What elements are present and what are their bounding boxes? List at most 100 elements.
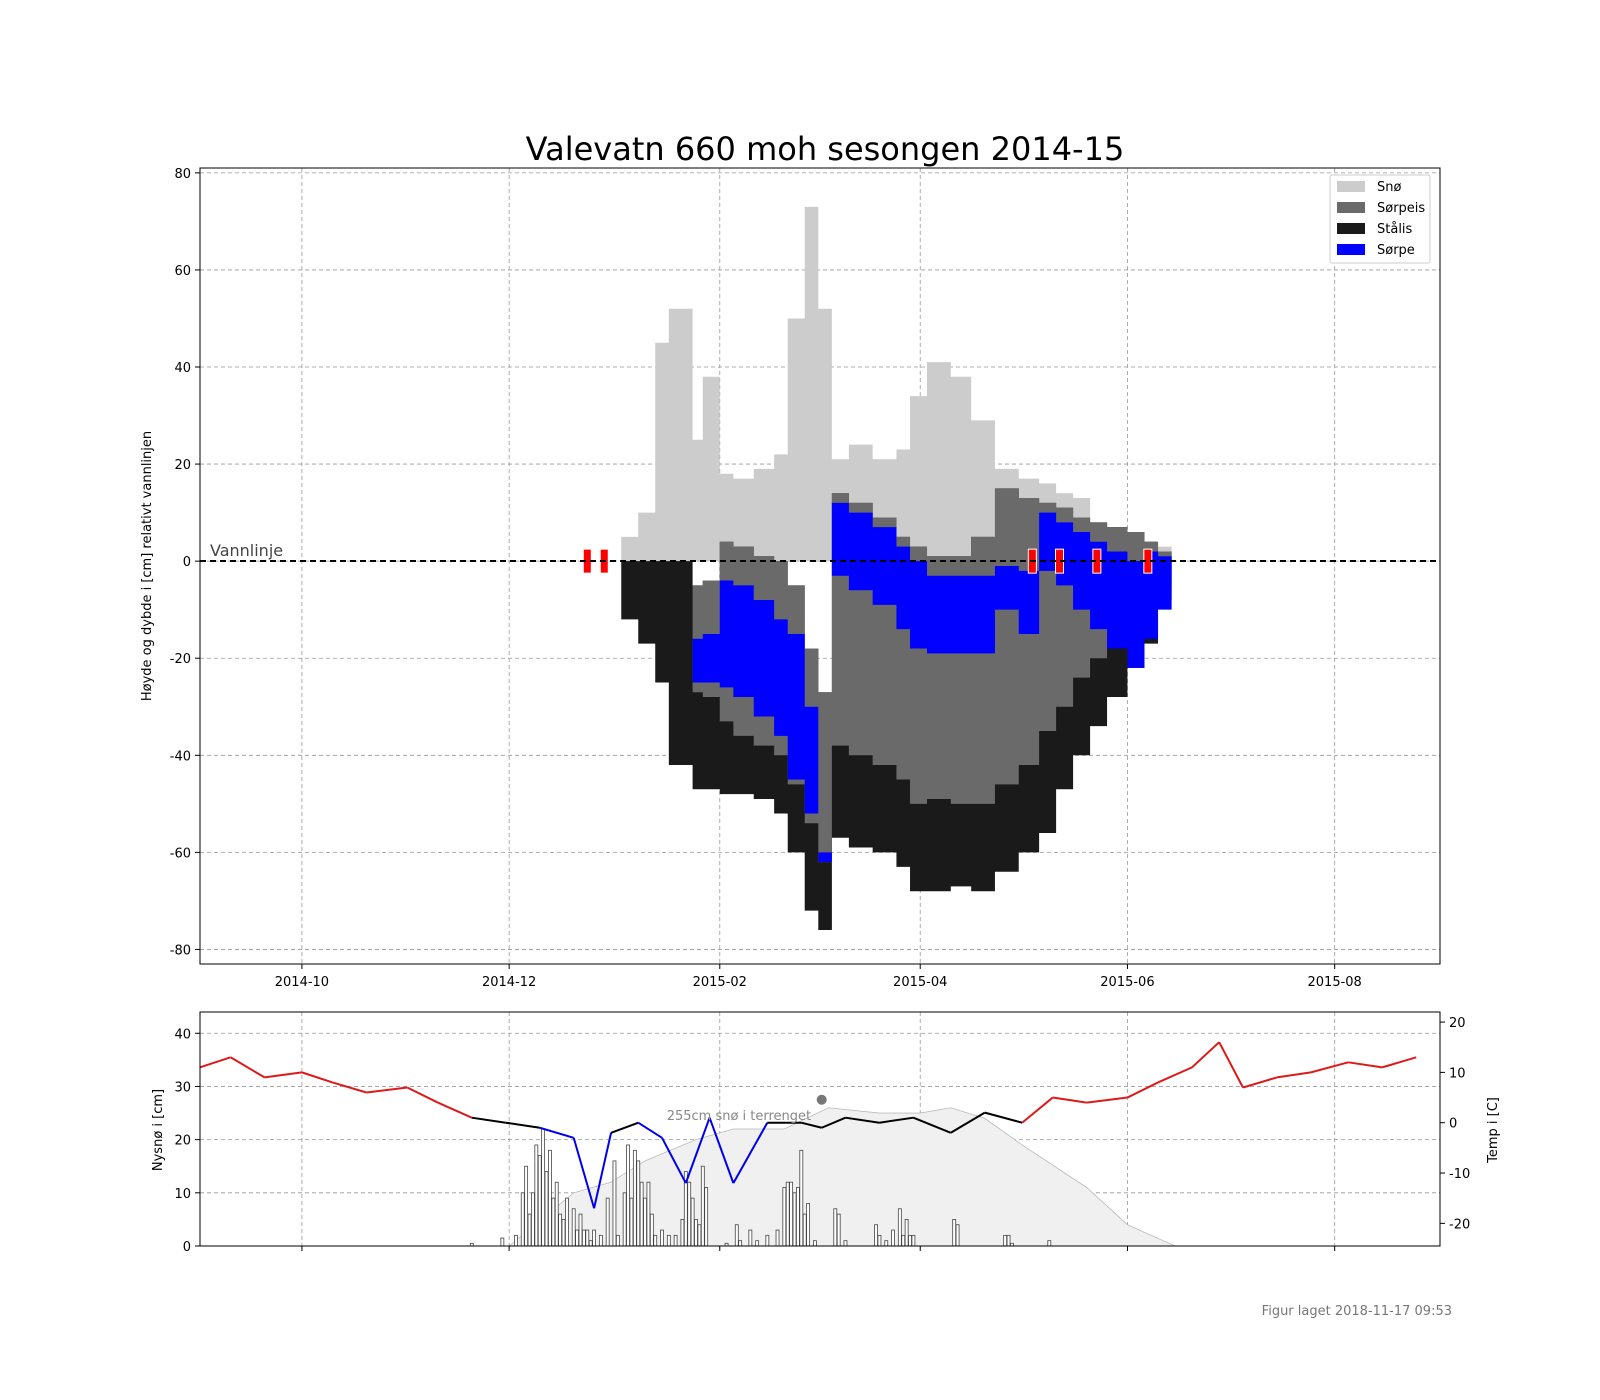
slush-layer [597, 502, 1172, 863]
temperature-segment [301, 1071, 333, 1084]
temperature-segment [264, 1071, 303, 1079]
new-snow-bar [799, 1149, 804, 1247]
new-snow-bar [1003, 1234, 1008, 1247]
main-y-label: Høyde og dybde i [cm] relativt vannlinje… [140, 431, 155, 701]
temperature-segment [732, 1122, 769, 1184]
new-snow-bar [554, 1181, 559, 1247]
new-snow-bar [843, 1240, 848, 1247]
new-snow-y-label: Nysnø i [cm] [151, 1089, 166, 1171]
new-snow-bar [646, 1181, 651, 1247]
new-snow-bar [755, 1240, 760, 1247]
new-snow-bar [700, 1165, 705, 1247]
temperature-segment [539, 1126, 574, 1139]
new-snow-bar [500, 1237, 505, 1247]
temperature-segment [593, 1132, 613, 1209]
new-snow-bar [687, 1181, 692, 1247]
temp-y-label: Temp i [C] [1486, 1097, 1501, 1164]
new-snow-bar [588, 1240, 593, 1247]
y-tick-label: 30 [174, 1080, 191, 1095]
new-snow-bar [636, 1160, 641, 1247]
new-snow-bar [704, 1187, 709, 1247]
temperature-segment [1310, 1061, 1349, 1074]
temperature-segment [230, 1056, 266, 1079]
new-snow-bar [534, 1144, 539, 1247]
temperature-segment [845, 1116, 880, 1124]
new-snow-bar [578, 1213, 583, 1247]
new-snow-bar [622, 1192, 627, 1247]
y-tick-label: 40 [174, 1027, 191, 1042]
temperature-segment [950, 1111, 986, 1134]
new-snow-bar [789, 1181, 794, 1247]
new-snow-bar [901, 1234, 906, 1247]
temperature-segment [505, 1121, 540, 1129]
new-snow-bar [792, 1192, 797, 1247]
temperature-segment [1191, 1041, 1220, 1069]
legend-label-black-ice: Stålis [1377, 222, 1413, 237]
weather-tick-labels: 0 10 20 30 40 -20 -10 0 10 20 [174, 1016, 1470, 1255]
temperature-segment [199, 1056, 231, 1069]
temperature-segment [1021, 1096, 1054, 1124]
snow-layer [597, 206, 1172, 562]
x-tick-label: 2015-06 [1100, 975, 1154, 990]
new-snow-bar [531, 1192, 535, 1247]
temperature-segment [1157, 1066, 1193, 1084]
footer-timestamp: Figur laget 2018-11-17 09:53 [1262, 1304, 1452, 1319]
new-snow-bar [952, 1219, 957, 1247]
temperature-segment [879, 1116, 914, 1124]
legend-label-slush-ice: Sørpeis [1377, 201, 1425, 216]
y2-tick-label: -10 [1449, 1167, 1470, 1182]
weather-plot: 0 10 20 30 40 -20 -10 0 10 20 Nysnø i [cm] Temp i… [151, 1011, 1501, 1255]
temperature-segment [1381, 1056, 1417, 1069]
new-snow-bar [626, 1144, 630, 1247]
legend-swatch-slush [1337, 244, 1365, 255]
new-snow-bar [561, 1219, 566, 1247]
temperature-segment [684, 1117, 711, 1184]
temperature-segment [366, 1086, 408, 1094]
new-snow-bar [514, 1234, 518, 1247]
new-snow-bar [639, 1181, 644, 1247]
new-snow-bar [551, 1197, 556, 1247]
new-snow-bar [558, 1213, 563, 1247]
new-snow-bar [775, 1229, 780, 1247]
x-tick-label: 2014-12 [482, 975, 536, 990]
new-snow-bar [785, 1181, 790, 1247]
terrain-snow-area [508, 1107, 1226, 1247]
new-snow-bar [833, 1208, 838, 1247]
legend-swatch-black-ice [1337, 223, 1365, 234]
new-snow-bar [612, 1160, 617, 1247]
main-frame [199, 167, 1441, 965]
temperature-segment [984, 1111, 1023, 1124]
new-snow-bar [836, 1213, 841, 1247]
temperature-segment [801, 1121, 822, 1129]
new-snow-bar [874, 1224, 878, 1247]
new-snow-bar [734, 1224, 739, 1247]
y-tick-label: 40 [174, 361, 191, 376]
temperature-segment [572, 1137, 596, 1209]
temperature-segment [1276, 1071, 1312, 1079]
new-snow-bar [544, 1171, 549, 1247]
y-tick-label: -20 [170, 652, 191, 667]
temperature-segment [708, 1117, 735, 1184]
y-tick-label: 20 [174, 1134, 191, 1149]
new-snow-bar [813, 1240, 817, 1247]
new-snow-bar [796, 1187, 800, 1247]
new-snow-bar [571, 1208, 576, 1247]
ice-layers [597, 206, 1172, 931]
y2-tick-label: 0 [1449, 1117, 1457, 1132]
new-snow-bar [643, 1197, 647, 1247]
new-snow-bar [592, 1229, 596, 1247]
new-snow-bar [911, 1234, 916, 1247]
new-snow-bar [541, 1128, 546, 1247]
temperature-segment [332, 1081, 367, 1094]
y-tick-label: 80 [174, 167, 191, 182]
temperature-segment [1348, 1061, 1383, 1069]
y2-tick-label: 20 [1449, 1016, 1466, 1031]
temperature-segment [1242, 1076, 1278, 1089]
new-snow-bar [615, 1234, 620, 1247]
new-snow-bar [649, 1213, 654, 1247]
temperature-segment [437, 1101, 473, 1119]
temperature-segment [1127, 1081, 1159, 1099]
new-snow-bar [806, 1203, 811, 1247]
y-tick-label: 0 [183, 555, 191, 570]
